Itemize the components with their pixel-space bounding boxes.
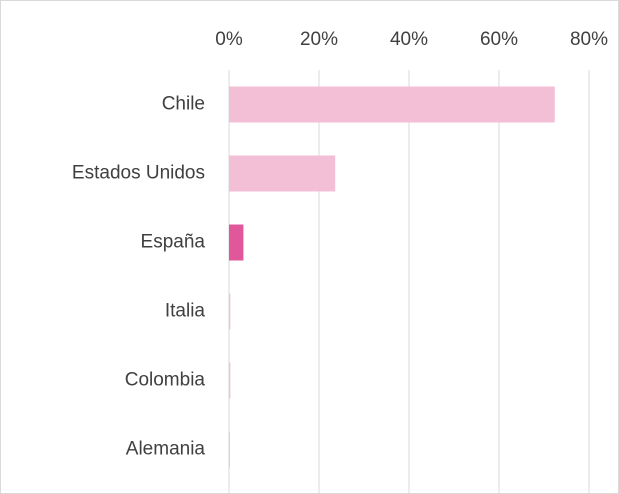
- y-tick-label: Alemania: [126, 439, 206, 460]
- bar: [229, 224, 244, 261]
- x-tick-label: 80%: [570, 29, 608, 50]
- bar: [229, 362, 231, 399]
- y-tick-label: Estados Unidos: [72, 163, 205, 184]
- x-tick-label: 40%: [390, 29, 428, 50]
- x-tick-label: 0%: [215, 29, 243, 50]
- bar: [229, 431, 230, 468]
- x-tick-label: 60%: [480, 29, 518, 50]
- y-tick-label: Italia: [165, 301, 206, 322]
- x-tick-label: 20%: [300, 29, 338, 50]
- y-tick-label: España: [141, 232, 206, 253]
- bar: [229, 86, 555, 123]
- y-tick-label: Colombia: [125, 370, 206, 391]
- bar: [229, 293, 231, 330]
- bar: [229, 155, 336, 192]
- y-tick-label: Chile: [162, 94, 205, 115]
